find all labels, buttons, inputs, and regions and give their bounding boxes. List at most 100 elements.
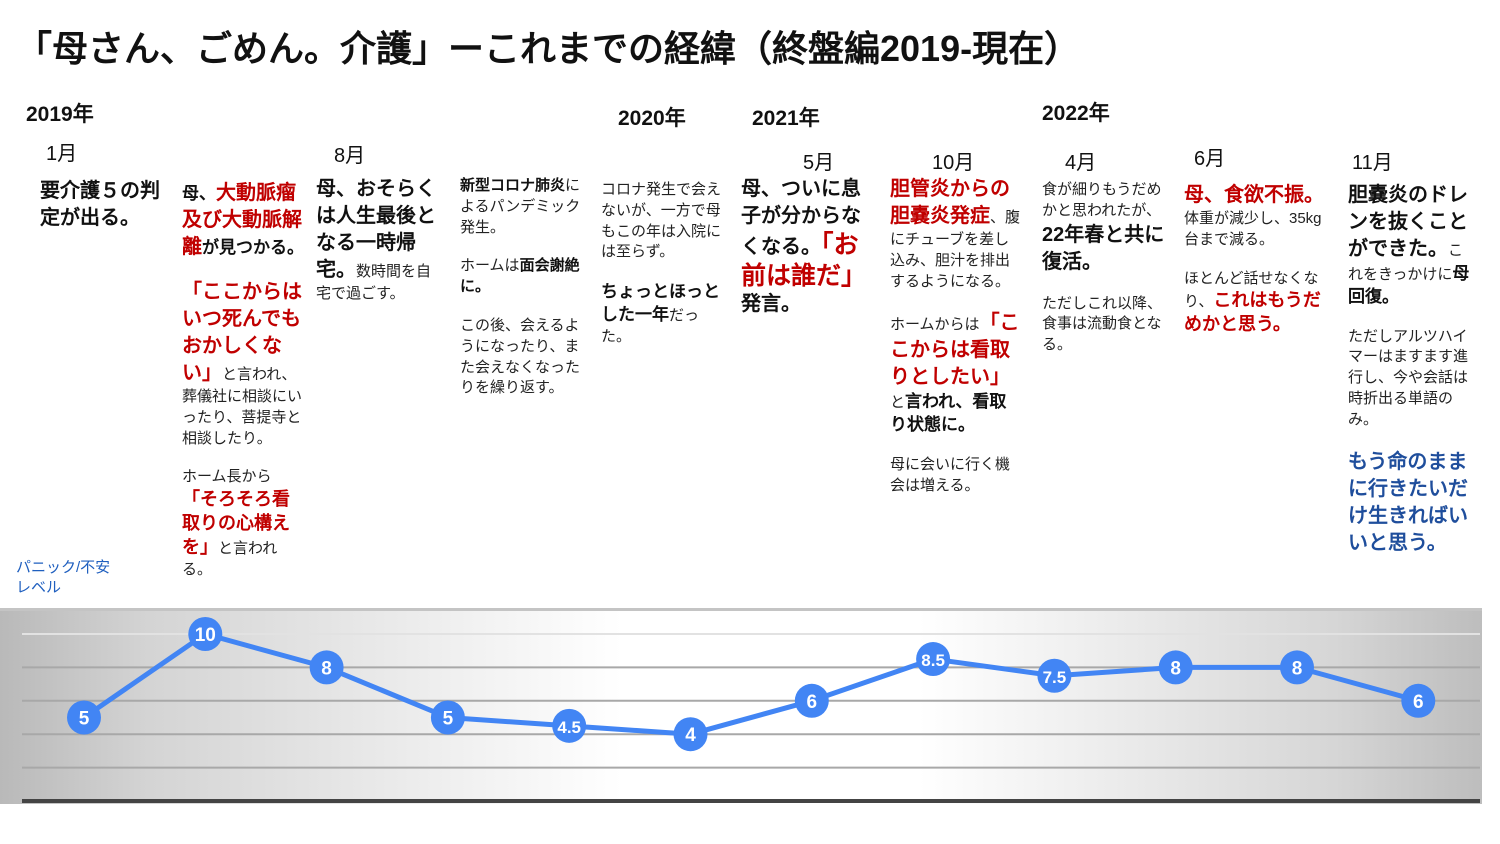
month-label: 11月 — [1352, 152, 1393, 174]
y-axis-label: パニック/不安レベル — [16, 559, 111, 596]
event-paragraph: この後、会えるようになったり、また会えなくなったりを繰り返す。 — [460, 316, 584, 399]
event-paragraph: 母、おそらくは人生最後となる一時帰宅。数時間を自宅で過ごす。 — [316, 176, 442, 305]
event-text: と言われる。 — [182, 539, 278, 578]
data-point-marker — [1401, 683, 1436, 718]
event-paragraph: 母、大動脈瘤及び大動脈解離が見つかる。 — [182, 180, 307, 261]
data-label: 5 — [443, 709, 454, 730]
event-paragraph: 食が細りもうだめかと思われたが、 22年春と共に復活。 — [1042, 180, 1170, 276]
month-label: 1月 — [46, 143, 78, 165]
event-text: ホームは — [460, 257, 520, 275]
event-text: コロナ発生で会えないが、一方で母もこの年は入院には至らず。 — [601, 181, 722, 261]
event-paragraph: 胆管炎からの胆嚢炎発症、腹にチューブを差し込み、胆汁を排出するようになる。 — [890, 176, 1022, 292]
data-point: 5 — [430, 700, 465, 735]
data-label: 4.5 — [557, 718, 581, 737]
event-text: 「ここからはいつ死んでもおかしくない」 — [182, 281, 302, 384]
event-text: ほとんど話せなくなり、 — [1184, 269, 1319, 311]
event-column: 要介護５の判定が出る。 — [40, 178, 172, 250]
event-paragraph: コロナ発生で会えないが、一方で母もこの年は入院には至らず。 — [601, 180, 726, 263]
event-text: 母、ついに息子が分からなくなる。 — [741, 178, 861, 258]
data-label: 8.5 — [921, 651, 945, 670]
event-paragraph: 胆嚢炎のドレンを抜くことができた。これをきっかけに母回復。 — [1348, 182, 1470, 309]
data-point-marker — [916, 642, 951, 677]
event-paragraph: ホームは面会謝絶に。 — [460, 256, 584, 298]
chart-background — [0, 608, 1482, 804]
event-paragraph: 母、ついに息子が分からなくなる。「お前は誰だ」発言。 — [741, 176, 873, 318]
event-text: 母に会いに行く機会は増える。 — [890, 455, 1011, 494]
data-point: 4 — [673, 717, 708, 752]
event-paragraph: 「ここからはいつ死んでもおかしくない」と言われ、葬儀社に相談にいったり、菩提寺と… — [182, 279, 307, 449]
event-paragraph: 母、食欲不振。体重が減少し、35kg台まで減る。 — [1184, 182, 1326, 251]
event-text: によるパンデミック発生。 — [460, 177, 581, 236]
event-column: 新型コロナ肺炎によるパンデミック発生。ホームは面会謝絶に。この後、会えるようにな… — [460, 176, 584, 417]
event-text: ただしアルツハイマーはますます進行し、今や会話は時折出る単語のみ。 — [1348, 327, 1469, 428]
year-label-2020: 2020年 — [618, 107, 686, 130]
month-label: 6月 — [1194, 148, 1226, 170]
data-point: 7.5 — [1037, 658, 1072, 693]
event-paragraph: 要介護５の判定が出る。 — [40, 178, 172, 232]
data-point-marker — [309, 650, 344, 685]
event-paragraph: ほとんど話せなくなり、これはもうだめかと思う。 — [1184, 269, 1326, 337]
event-text: 22年春と共に復活。 — [1042, 223, 1165, 273]
event-text: 「お前は誰だ」 — [741, 231, 867, 290]
month-label: 4月 — [1065, 152, 1097, 174]
event-text: ホームからは — [890, 316, 980, 334]
event-paragraph: 新型コロナ肺炎によるパンデミック発生。 — [460, 176, 584, 238]
event-text: ホーム長から — [182, 468, 272, 486]
event-text: もう命のままに行きたいだけ生きればいいと思う。 — [1348, 450, 1468, 554]
event-text: 胆嚢炎のドレンを抜くことができた。 — [1348, 184, 1468, 260]
data-label: 8 — [1292, 658, 1303, 679]
event-text: 母、食欲不振。 — [1184, 184, 1324, 206]
year-label-2021: 2021年 — [752, 107, 820, 130]
event-paragraph: もう命のままに行きたいだけ生きればいいと思う。 — [1348, 449, 1470, 557]
event-text: 、腹にチューブを差し込み、胆汁を排出するようになる。 — [890, 209, 1021, 290]
data-point: 8 — [1280, 650, 1314, 685]
month-label: 5月 — [803, 152, 835, 174]
panic-level-chart: 5 10 8 5 4.5 4 6 8.5 7.5 8 8 6 — [0, 608, 1482, 804]
series-line — [82, 631, 1419, 737]
event-text: と — [890, 394, 906, 412]
data-point: 6 — [1401, 683, 1436, 718]
event-text: と言われ、葬儀社に相談にいったり、菩提寺と相談したり。 — [182, 366, 303, 447]
event-text: だった。 — [601, 306, 700, 345]
event-text: 母、 — [182, 184, 216, 203]
event-text: これをきっかけに — [1348, 242, 1464, 283]
event-column: 食が細りもうだめかと思われたが、 22年春と共に復活。ただしこれ以降、食事は流動食… — [1042, 180, 1170, 374]
event-text: ちょっとほっとした一年 — [601, 282, 720, 324]
data-label: 8 — [321, 658, 332, 679]
event-text: 母回復。 — [1348, 264, 1470, 306]
event-text: 食が細りもうだめかと思われたが、 — [1042, 181, 1162, 219]
event-column: 胆嚢炎のドレンを抜くことができた。これをきっかけに母回復。ただしアルツハイマーは… — [1348, 182, 1470, 575]
data-point-marker — [673, 717, 708, 752]
event-text: 大動脈瘤及び大動脈解離 — [182, 182, 302, 258]
data-label: 4 — [685, 725, 696, 746]
data-point-marker — [1158, 650, 1193, 685]
event-text: 胆管炎からの胆嚢炎発症 — [890, 178, 1010, 227]
data-point-marker — [552, 708, 587, 743]
data-point-marker — [1280, 650, 1314, 685]
month-label: 8月 — [334, 145, 366, 167]
page-title: 「母さん、ごめん。介護」ーこれまでの経緯（終盤編2019-現在） — [16, 28, 1081, 69]
data-point: 4.5 — [552, 708, 587, 743]
event-column: 母、大動脈瘤及び大動脈解離が見つかる。 「ここからはいつ死んでもおかしくない」と言… — [182, 180, 307, 598]
event-text: 新型コロナ肺炎 — [460, 177, 566, 194]
year-label-2019: 2019年 — [26, 103, 94, 126]
event-paragraph: ただしこれ以降、食事は流動食となる。 — [1042, 294, 1170, 356]
data-label: 6 — [807, 692, 818, 713]
event-paragraph: ホームからは「ここからは看取りとしたい」と言われ、看取り状態に。 — [890, 310, 1022, 437]
event-text: これはもうだめかと思う。 — [1184, 290, 1321, 335]
data-point: 8 — [309, 650, 344, 685]
data-point-marker — [188, 617, 223, 651]
event-paragraph: ちょっとほっとした一年だった。 — [601, 281, 726, 347]
event-text: 言われ、看取り状態に。 — [890, 392, 1007, 435]
data-point-marker — [794, 683, 829, 718]
event-paragraph: 母に会いに行く機会は増える。 — [890, 455, 1022, 497]
event-text: 「ここからは看取りとしたい」 — [890, 312, 1020, 389]
data-point: 10 — [188, 617, 223, 651]
month-label: 10月 — [932, 152, 975, 174]
data-point-marker — [67, 700, 101, 735]
data-label: 10 — [195, 625, 216, 646]
data-label: 8 — [1170, 658, 1181, 679]
event-paragraph: ホーム長から「そろそろ看取りの心構えを」と言われる。 — [182, 467, 307, 580]
data-label: 7.5 — [1043, 668, 1067, 687]
event-paragraph: ただしアルツハイマーはますます進行し、今や会話は時折出る単語のみ。 — [1348, 327, 1470, 431]
